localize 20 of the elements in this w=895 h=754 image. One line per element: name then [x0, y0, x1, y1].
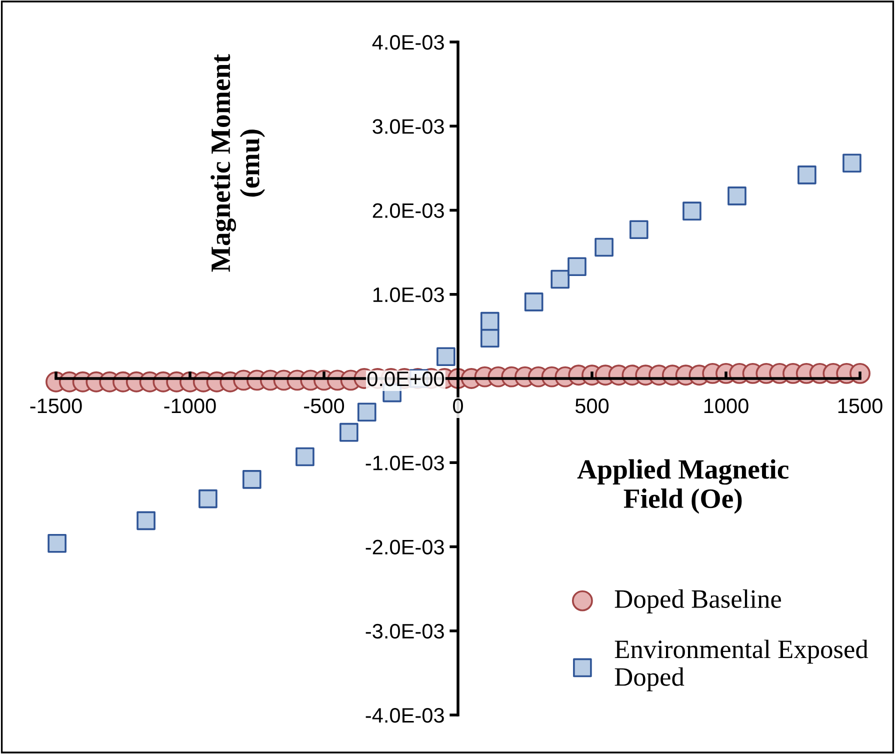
y-axis-title: Magnetic Moment (emu) — [210, 54, 266, 272]
y-tick-label: 1.0E-03 — [373, 287, 444, 302]
x-tick-label: -500 — [304, 398, 344, 414]
x-tick-label: 1500 — [838, 398, 882, 414]
legend-label: Environmental Exposed Doped — [614, 640, 868, 692]
x-tick-label: -1500 — [30, 398, 82, 414]
y-tick-label: 3.0E-03 — [372, 119, 444, 134]
y-tick-label: -2.0E-03 — [366, 540, 444, 555]
y-tick-label: -1.0E-03 — [366, 456, 444, 470]
x-tick-label: 500 — [575, 398, 609, 414]
legend-label: Doped Baseline — [614, 589, 782, 614]
y-tick-label: 4.0E-03 — [372, 35, 444, 50]
y-tick-label: -3.0E-03 — [366, 624, 444, 639]
x-tick-label: 1000 — [704, 398, 748, 414]
y-tick-label: -4.0E-03 — [366, 708, 444, 723]
x-tick-label: -1000 — [164, 398, 216, 414]
y-tick-label: 0.0E+00 — [367, 372, 444, 386]
x-tick-label: 0 — [453, 398, 463, 414]
y-tick-label: 2.0E-03 — [372, 203, 444, 218]
x-axis-title: Applied Magnetic Field (Oe) — [577, 459, 789, 514]
